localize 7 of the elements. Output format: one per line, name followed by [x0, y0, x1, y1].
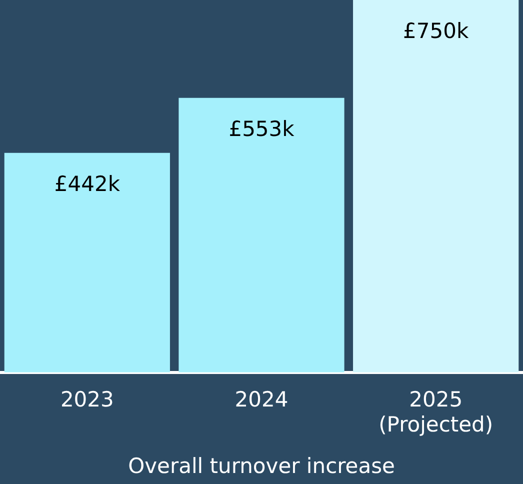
data-label: £553k — [228, 116, 296, 141]
x-tick-label: 2024 — [234, 387, 288, 412]
data-label: £442k — [54, 172, 121, 196]
x-axis-title: Overall turnover increase — [128, 454, 395, 478]
x-tick-label: 2023 — [60, 387, 114, 412]
x-tick-label: 2025 (Projected) — [378, 387, 494, 437]
data-label: £750k — [403, 18, 470, 43]
